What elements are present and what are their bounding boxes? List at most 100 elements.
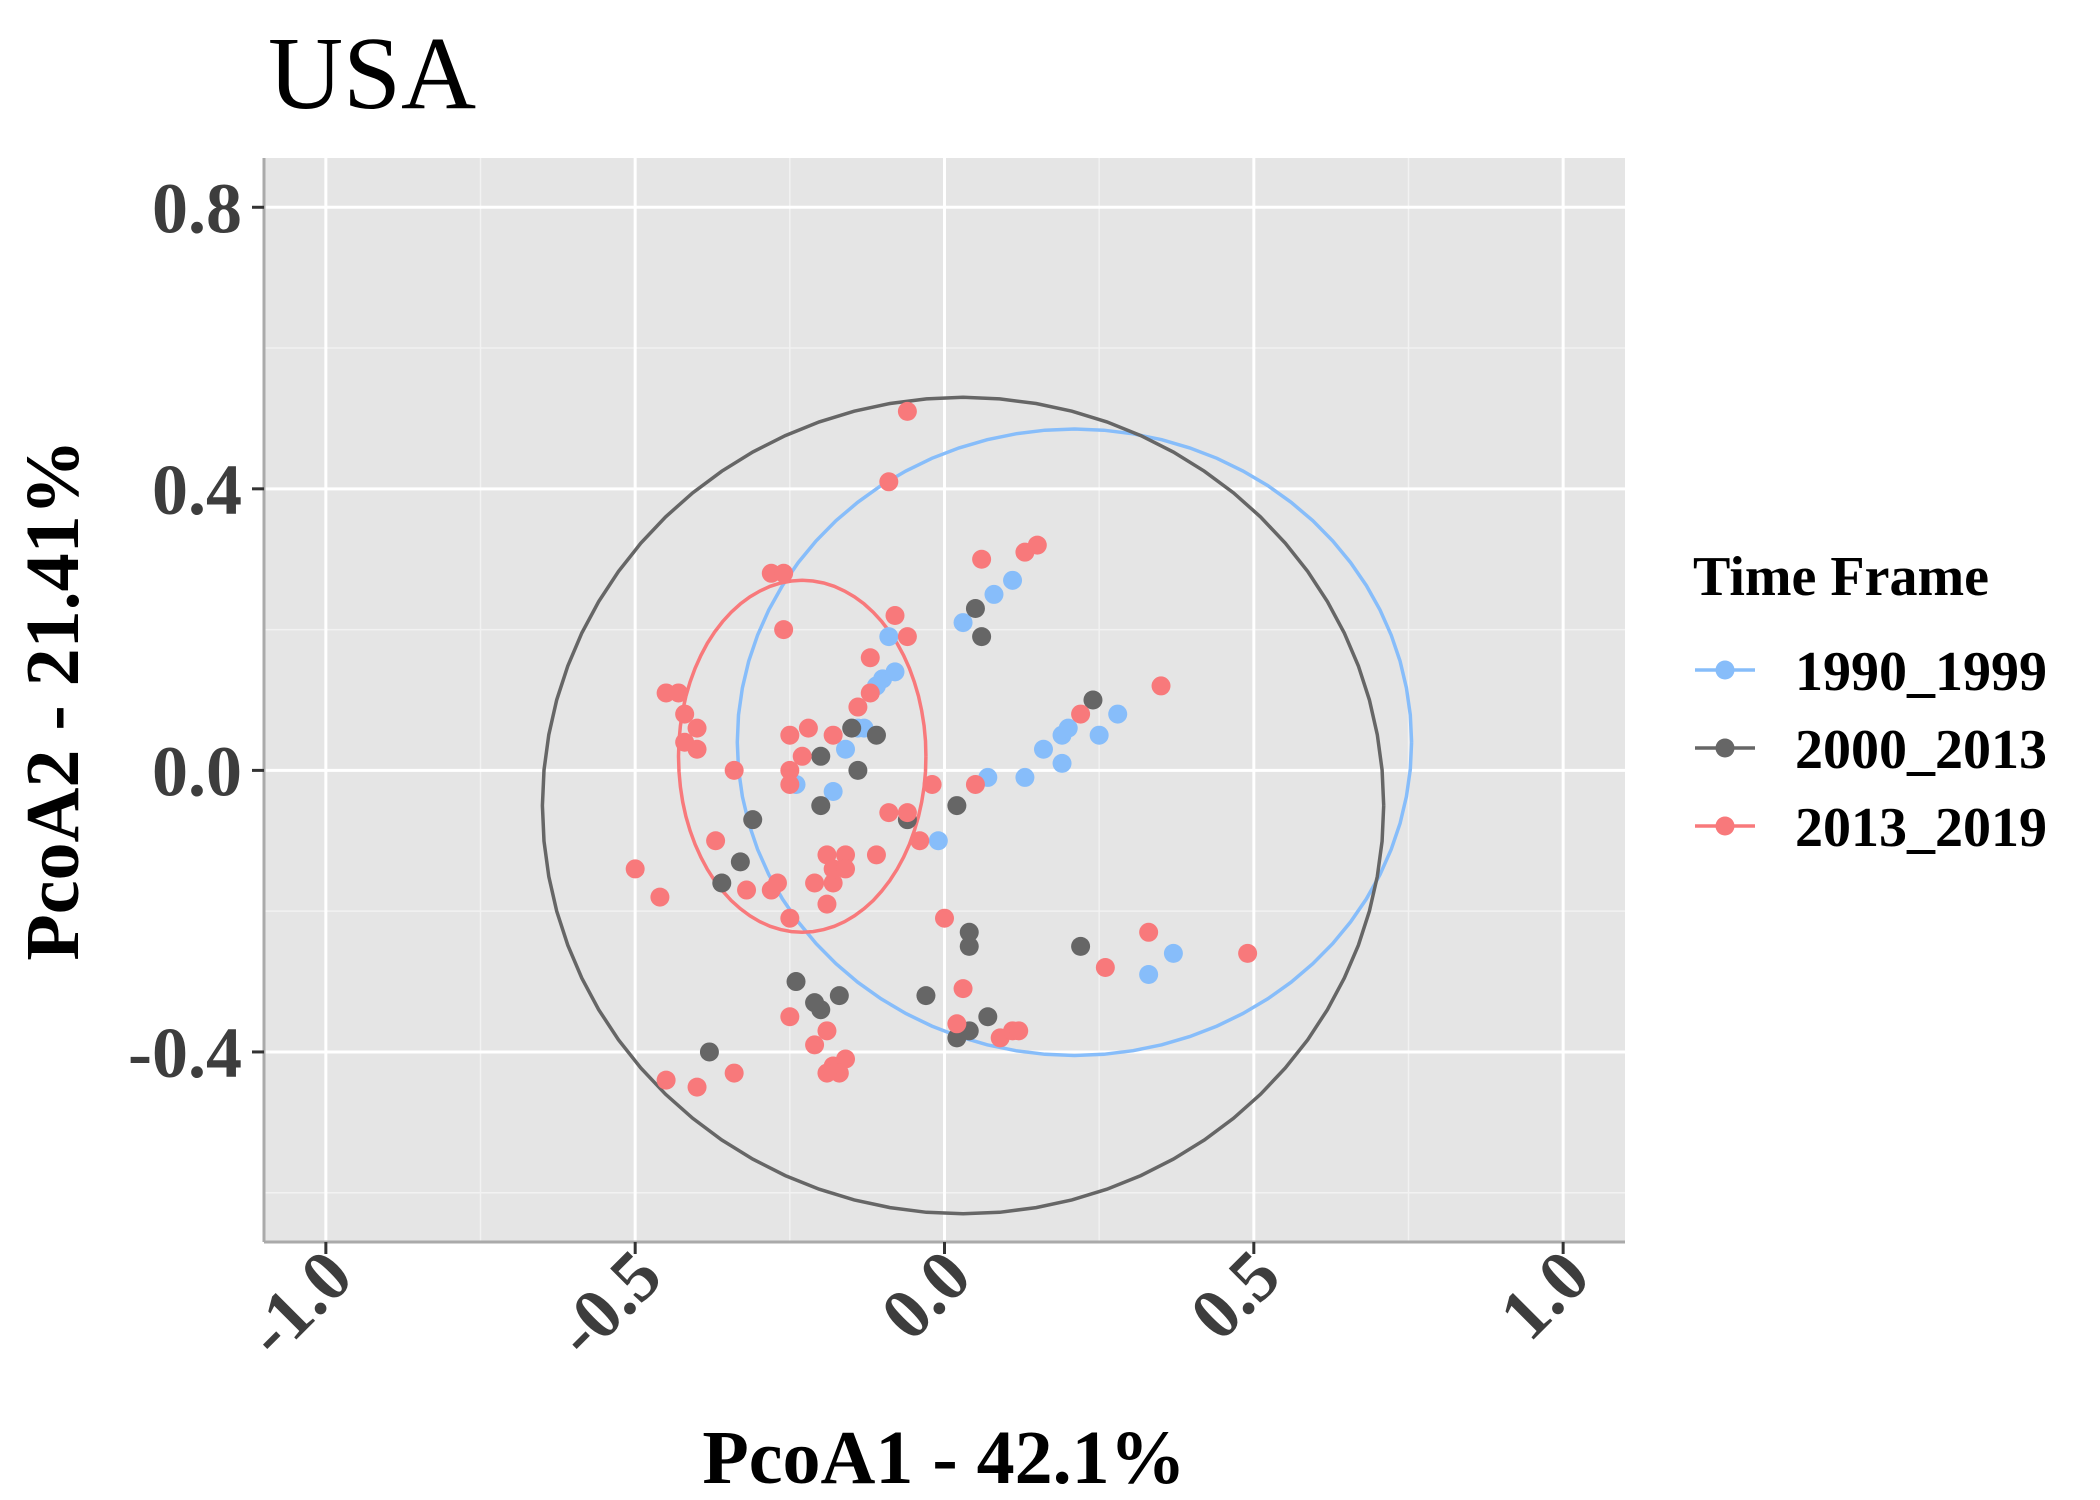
y-tick-label: 0.4 <box>152 450 242 530</box>
point-1990_1999 <box>1089 725 1109 745</box>
point-2013_2019 <box>910 831 930 851</box>
legend-label: 1990_1999 <box>1795 641 2047 703</box>
confidence-ellipses <box>540 395 1414 1216</box>
point-2013_2019 <box>780 774 800 794</box>
point-2013_2019 <box>897 803 917 823</box>
point-1990_1999 <box>1058 718 1078 738</box>
point-1990_1999 <box>1003 570 1023 590</box>
legend: Time Frame 1990_1999 2000_2013 2013_2019 <box>1693 546 2047 859</box>
point-1990_1999 <box>1052 753 1072 773</box>
point-2000_2013 <box>712 873 732 893</box>
point-2013_2019 <box>860 648 880 668</box>
point-1990_1999 <box>928 831 948 851</box>
point-1990_1999 <box>836 739 856 759</box>
point-2013_2019 <box>687 718 707 738</box>
legend-items: 1990_1999 2000_2013 2013_2019 <box>1695 641 2047 859</box>
point-2013_2019 <box>817 894 837 914</box>
point-2000_2013 <box>965 598 985 618</box>
x-tick-label: -1.0 <box>230 1235 367 1372</box>
point-2000_2013 <box>916 986 936 1006</box>
point-2013_2019 <box>885 606 905 626</box>
point-2013_2019 <box>1009 1021 1029 1041</box>
point-2013_2019 <box>780 1007 800 1027</box>
point-1990_1999 <box>1108 704 1128 724</box>
ellipse-1990_1999 <box>735 427 1414 1058</box>
point-2013_2019 <box>897 627 917 647</box>
point-2013_2019 <box>798 718 818 738</box>
point-2013_2019 <box>848 697 868 717</box>
point-1990_1999 <box>823 782 843 802</box>
point-1990_1999 <box>1139 965 1159 985</box>
point-2013_2019 <box>792 746 812 766</box>
point-1990_1999 <box>885 662 905 682</box>
point-2000_2013 <box>699 1042 719 1062</box>
point-2013_2019 <box>823 873 843 893</box>
point-2000_2013 <box>972 627 992 647</box>
point-2013_2019 <box>836 859 856 879</box>
point-2000_2013 <box>1071 936 1091 956</box>
point-2013_2019 <box>780 760 800 780</box>
point-2013_2019 <box>687 739 707 759</box>
x-tick-label: 0.5 <box>1175 1235 1295 1355</box>
x-axis-ticks: -1.0 -0.5 0.0 0.5 1.0 <box>230 1235 1604 1372</box>
point-2013_2019 <box>687 1077 707 1097</box>
legend-key-point <box>1715 660 1735 680</box>
point-2013_2019 <box>922 774 942 794</box>
point-2000_2013 <box>1083 690 1103 710</box>
point-2013_2019 <box>706 831 726 851</box>
ellipse-2000_2013 <box>540 395 1386 1216</box>
point-2013_2019 <box>972 549 992 569</box>
legend-title: Time Frame <box>1693 546 1989 608</box>
point-2000_2013 <box>786 972 806 992</box>
point-2013_2019 <box>935 908 954 928</box>
y-tick-label: -0.4 <box>128 1013 242 1093</box>
point-2013_2019 <box>836 845 856 865</box>
legend-label: 2013_2019 <box>1795 797 2047 859</box>
point-2000_2013 <box>848 760 868 780</box>
point-2013_2019 <box>823 725 843 745</box>
point-2000_2013 <box>811 1000 831 1020</box>
point-2013_2019 <box>1071 704 1091 724</box>
point-2013_2019 <box>724 1063 744 1083</box>
point-2013_2019 <box>866 845 886 865</box>
point-2013_2019 <box>947 1014 967 1034</box>
point-2000_2013 <box>829 986 849 1006</box>
point-2013_2019 <box>774 620 794 640</box>
point-2013_2019 <box>860 683 880 703</box>
point-2013_2019 <box>953 979 973 999</box>
x-tick-label: -0.5 <box>539 1235 676 1372</box>
chart-title: USA <box>268 16 476 131</box>
point-2013_2019 <box>897 401 917 421</box>
point-2013_2019 <box>767 873 787 893</box>
x-tick-label: 1.0 <box>1484 1235 1604 1355</box>
y-tick-label: 0.0 <box>152 731 242 811</box>
legend-label: 2000_2013 <box>1795 719 2047 781</box>
y-axis-title: PcoA2 - 21.41% <box>11 439 95 960</box>
point-2000_2013 <box>743 810 763 830</box>
point-2013_2019 <box>650 887 670 907</box>
y-tick-label: 0.8 <box>152 168 242 248</box>
point-2000_2013 <box>811 796 831 816</box>
point-1990_1999 <box>1015 767 1035 787</box>
x-tick-label: 0.0 <box>866 1235 986 1355</box>
point-2000_2013 <box>842 718 862 738</box>
point-2000_2013 <box>959 922 979 942</box>
point-2013_2019 <box>965 774 985 794</box>
point-2000_2013 <box>730 852 750 872</box>
point-2013_2019 <box>737 880 757 900</box>
point-2013_2019 <box>817 1063 837 1083</box>
point-1990_1999 <box>953 613 973 633</box>
point-2013_2019 <box>879 803 899 823</box>
point-2013_2019 <box>1027 535 1047 555</box>
point-2013_2019 <box>817 1021 837 1041</box>
point-1990_1999 <box>1033 739 1053 759</box>
point-2013_2019 <box>780 725 800 745</box>
legend-key-point <box>1715 738 1735 758</box>
point-2000_2013 <box>978 1007 998 1027</box>
point-2013_2019 <box>1139 922 1159 942</box>
point-2000_2013 <box>811 746 831 766</box>
point-2000_2013 <box>959 936 979 956</box>
point-2000_2013 <box>866 725 886 745</box>
point-2013_2019 <box>879 472 899 492</box>
legend-key-point <box>1715 816 1735 836</box>
